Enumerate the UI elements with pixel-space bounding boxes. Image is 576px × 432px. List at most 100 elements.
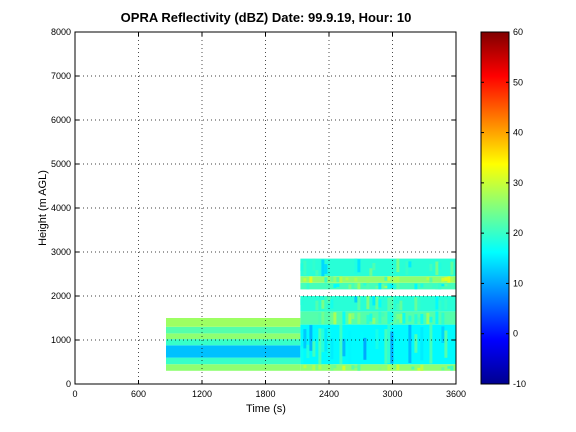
heatmap-cell [324, 296, 328, 312]
heatmap-cell [315, 270, 319, 276]
heatmap-cell [357, 296, 361, 311]
y-tick-label: 6000 [51, 115, 71, 125]
heatmap-cell [390, 311, 394, 323]
heatmap-cell [300, 346, 304, 364]
heatmap-cell [444, 277, 448, 282]
heatmap-cell [387, 276, 391, 281]
heatmap-cell [369, 268, 373, 276]
heatmap-cell [420, 283, 424, 288]
heatmap-cell [309, 276, 313, 283]
heatmap-cell [345, 277, 349, 281]
heatmap-cell [351, 313, 355, 319]
heatmap-cell [372, 263, 376, 271]
colorbar-tick-label: 10 [513, 278, 523, 288]
heatmap-cell [414, 314, 418, 324]
x-tick-label: 1800 [255, 389, 275, 399]
y-axis-ticks: 0 1000 2000 3000 4000 5000 6000 7000 8000 [51, 27, 456, 389]
heatmap-cell [354, 277, 358, 282]
heatmap-cell [396, 283, 400, 290]
heatmap-cell [375, 329, 379, 350]
heatmap-cell [327, 365, 331, 371]
heatmap-cell [330, 276, 334, 282]
x-axis-ticks: 0 600 1200 1800 2400 3000 3600 [72, 32, 466, 399]
heatmap-cell [381, 284, 385, 289]
heatmap-cell [408, 261, 412, 268]
heatmap-cell [342, 365, 346, 371]
heatmap-cell [321, 276, 325, 282]
heatmap-cell [330, 313, 334, 324]
heatmap-cell [330, 364, 334, 371]
heatmap-cell [384, 329, 388, 364]
heatmap-cell [327, 328, 331, 357]
heatmap-cell [333, 364, 337, 369]
heatmap-cell [441, 277, 445, 282]
heatmap-cell [441, 284, 445, 287]
heatmap-cell [393, 365, 397, 369]
heatmap-cell [384, 297, 388, 311]
heatmap-cell [357, 312, 361, 324]
heatmap-cell [354, 296, 358, 303]
heatmap-cell [396, 258, 400, 273]
x-axis-label: Time (s) [246, 403, 286, 415]
heatmap-cell [357, 259, 361, 273]
heatmap-cell [378, 299, 382, 308]
y-tick-label: 8000 [51, 27, 71, 37]
heatmap-cell [324, 313, 328, 322]
heatmap-cell [309, 325, 313, 351]
heatmap-band-convective-0 [300, 364, 456, 371]
heatmap-cell [342, 311, 346, 325]
heatmap-cell [366, 296, 370, 310]
heatmap-cell [420, 327, 424, 361]
heatmap-cell [384, 285, 388, 289]
y-axis-label: Height (m AGL) [37, 170, 49, 246]
heatmap-cell [384, 276, 388, 281]
heatmap-cell [396, 303, 400, 310]
heatmap-cell [393, 318, 397, 323]
heatmap-cell [429, 298, 433, 309]
colorbar: -10 0 10 20 30 40 50 60 [480, 27, 526, 389]
heatmap-cell [414, 297, 418, 311]
colorbar-tick-label: 60 [513, 27, 523, 37]
x-tick-label: 600 [131, 389, 146, 399]
heatmap-cell [318, 313, 322, 325]
colorbar-tick-label: -10 [513, 379, 526, 389]
heatmap-cell [303, 260, 307, 276]
heatmap-cell [426, 277, 430, 281]
colorbar-tick-label: 0 [513, 329, 518, 339]
heatmap-cell [357, 364, 361, 371]
heatmap-cell [348, 330, 352, 364]
heatmap-cell [372, 296, 376, 306]
heatmap-cell [315, 364, 319, 371]
heatmap-cell [387, 311, 391, 324]
heatmap-cell [441, 312, 445, 325]
heatmap-cell [330, 338, 334, 360]
heatmap-cell [387, 324, 391, 364]
heatmap-band-upper-2 [300, 258, 456, 277]
heatmap-cell [396, 276, 400, 283]
heatmap-cell [348, 313, 352, 324]
grid [75, 32, 456, 384]
heatmap-band-steady-4 [166, 333, 301, 340]
heatmap-cell [417, 317, 421, 322]
heatmap-cell [366, 283, 370, 290]
heatmap-cell [417, 296, 421, 310]
heatmap-cell [438, 366, 442, 370]
y-tick-label: 5000 [51, 159, 71, 169]
heatmap-cell [387, 364, 391, 371]
heatmap-cell [354, 258, 358, 275]
heatmap-cell [438, 282, 442, 290]
heatmap-cell [366, 314, 370, 325]
heatmap-cell [354, 283, 358, 289]
heatmap-cell [408, 315, 412, 322]
heatmap-cell [351, 365, 355, 370]
heatmap-cell [318, 328, 322, 365]
heatmap-cell [354, 365, 358, 368]
heatmap-cell [375, 296, 379, 310]
heatmap-cell [420, 364, 424, 371]
heatmap-cell [438, 262, 442, 270]
heatmap-cell [429, 264, 433, 272]
heatmap-cell [378, 367, 382, 371]
x-tick-label: 3600 [446, 389, 466, 399]
heatmap-band-steady-2 [166, 345, 301, 358]
heatmap-cell [411, 366, 415, 370]
